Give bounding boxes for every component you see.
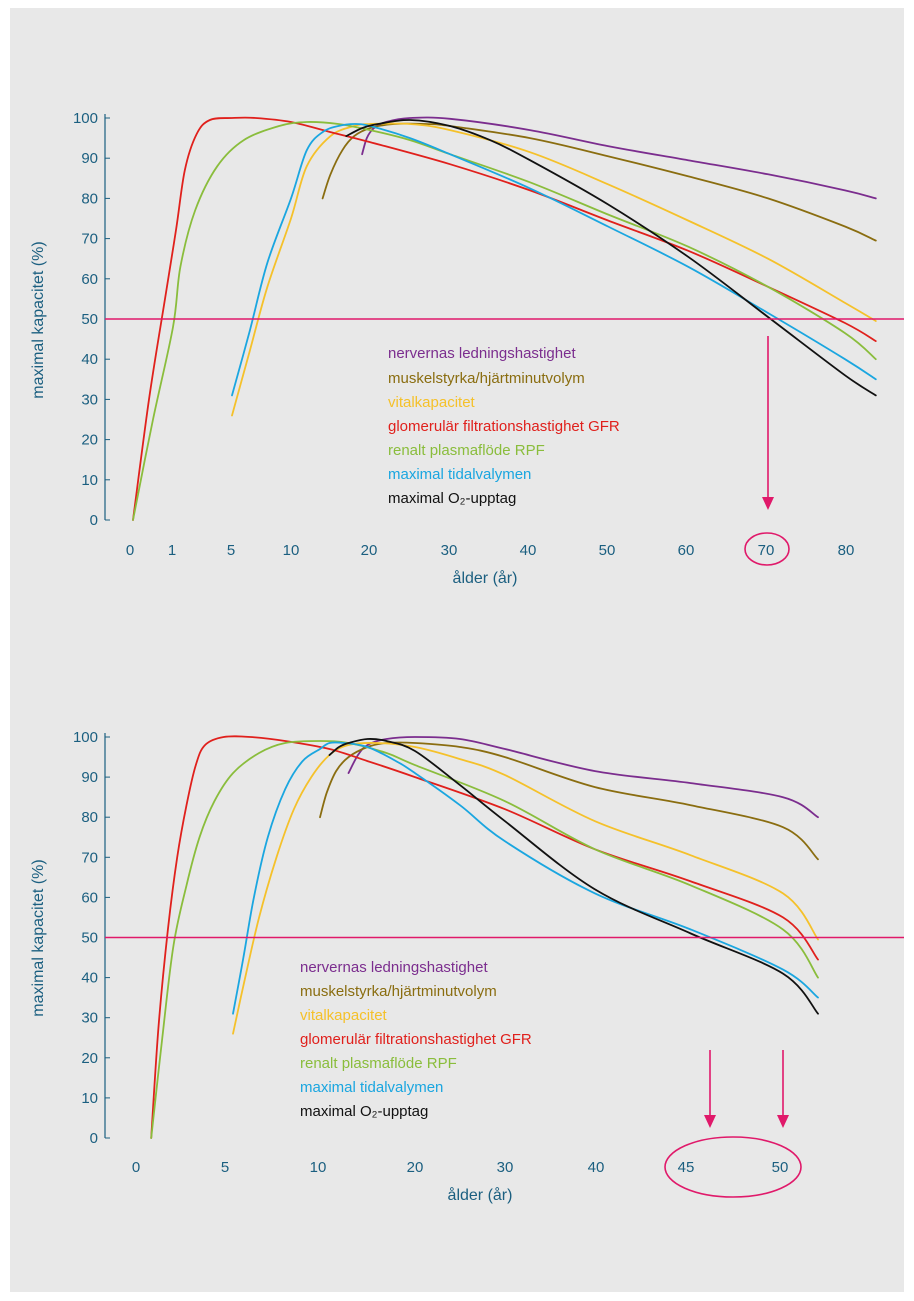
legend-gfr: glomerulär filtrationshastighet GFR bbox=[388, 418, 620, 435]
x-tick-label: 45 bbox=[678, 1159, 695, 1176]
legend-nervernas: nervernas ledningshastighet bbox=[388, 345, 576, 362]
x-tick-label: 5 bbox=[227, 542, 235, 559]
y-tick-label: 0 bbox=[90, 1130, 98, 1147]
legend-o2-upptag: maximal O₂-upptag bbox=[388, 490, 516, 507]
x-tick-label: 40 bbox=[520, 542, 537, 559]
x-tick-label: 20 bbox=[361, 542, 378, 559]
y-tick-label: 60 bbox=[81, 889, 98, 906]
legend-muskelstyrka: muskelstyrka/hjärtminutvolym bbox=[300, 983, 497, 1000]
chart-2-legend: nervernas ledningshastighet muskelstyrka… bbox=[300, 959, 532, 1120]
series-line bbox=[231, 123, 877, 397]
x-tick-label: 1 bbox=[168, 542, 176, 559]
y-tick-label: 60 bbox=[81, 271, 98, 288]
x-tick-label: 80 bbox=[838, 542, 855, 559]
series-line bbox=[231, 122, 877, 417]
x-tick-label: 30 bbox=[497, 1159, 514, 1176]
y-tick-label: 20 bbox=[81, 432, 98, 449]
x-tick-label: 50 bbox=[772, 1159, 789, 1176]
y-tick-label: 90 bbox=[81, 150, 98, 167]
y-tick-label: 100 bbox=[73, 729, 98, 746]
y-tick-label: 70 bbox=[81, 231, 98, 248]
y-tick-label: 80 bbox=[81, 809, 98, 826]
highlight-circle bbox=[744, 532, 790, 566]
arrow-head bbox=[762, 497, 774, 510]
legend-vitalkapacitet: vitalkapacitet bbox=[388, 394, 476, 411]
x-tick-label: 30 bbox=[441, 542, 458, 559]
legend-vitalkapacitet: vitalkapacitet bbox=[300, 1007, 388, 1024]
series-line bbox=[319, 741, 819, 861]
y-tick-label: 30 bbox=[81, 1010, 98, 1027]
chart-2-ylabel: maximal kapacitet (%) bbox=[30, 859, 47, 1016]
y-tick-label: 50 bbox=[81, 930, 98, 947]
series-line bbox=[150, 740, 819, 1139]
legend-tidalvalymen: maximal tidalvalymen bbox=[300, 1079, 443, 1096]
x-tick-label: 60 bbox=[678, 542, 695, 559]
chart-2-svg: maximal kapacitet (%) ålder (år) nervern… bbox=[30, 729, 904, 1204]
legend-tidalvalymen: maximal tidalvalymen bbox=[388, 466, 531, 483]
y-tick-label: 70 bbox=[81, 849, 98, 866]
arrow-head bbox=[777, 1115, 789, 1128]
chart-1-plot: 0 10 20 30 40 50 60 70 80 90 100 0 1 5 10 20 30 40 50 60 70 8… bbox=[73, 110, 904, 566]
series-line bbox=[347, 736, 819, 819]
y-tick-label: 80 bbox=[81, 190, 98, 207]
highlight-circle bbox=[664, 1136, 802, 1198]
x-tick-label: 5 bbox=[221, 1159, 229, 1176]
x-tick-label: 0 bbox=[132, 1159, 140, 1176]
y-tick-label: 40 bbox=[81, 970, 98, 987]
y-tick-label: 0 bbox=[90, 512, 98, 529]
series-line bbox=[361, 116, 877, 200]
y-tick-label: 10 bbox=[81, 472, 98, 489]
legend-rpf: renalt plasmaflöde RPF bbox=[388, 442, 545, 459]
x-tick-label: 0 bbox=[126, 542, 134, 559]
y-tick-label: 20 bbox=[81, 1050, 98, 1067]
series-line bbox=[328, 738, 819, 1015]
legend-muskelstyrka: muskelstyrka/hjärtminutvolym bbox=[388, 370, 585, 387]
figure-panel bbox=[10, 8, 904, 1292]
y-tick-label: 10 bbox=[81, 1090, 98, 1107]
chart-1-legend: nervernas ledningshastighet muskelstyrka… bbox=[388, 345, 620, 507]
y-tick-label: 50 bbox=[81, 311, 98, 328]
chart-2-xlabel: ålder (år) bbox=[448, 1186, 513, 1204]
legend-o2-upptag: maximal O₂-upptag bbox=[300, 1103, 428, 1120]
x-tick-label: 20 bbox=[407, 1159, 424, 1176]
y-tick-label: 30 bbox=[81, 391, 98, 408]
chart-1-ylabel: maximal kapacitet (%) bbox=[30, 241, 47, 398]
series-line bbox=[345, 119, 877, 397]
chart-1-xlabel: ålder (år) bbox=[453, 569, 518, 587]
x-tick-label: 50 bbox=[599, 542, 616, 559]
y-tick-label: 40 bbox=[81, 351, 98, 368]
y-tick-label: 100 bbox=[73, 110, 98, 127]
chart-2-plot: 0 10 20 30 40 50 60 70 80 90 100 0 5 10 20 30 40 45 50 bbox=[73, 729, 904, 1198]
chart-1-svg: maximal kapacitet (%) ålder (år) nervern… bbox=[30, 110, 904, 587]
x-tick-label: 40 bbox=[588, 1159, 605, 1176]
x-tick-label: 10 bbox=[310, 1159, 327, 1176]
x-tick-label: 70 bbox=[758, 542, 775, 559]
series-line bbox=[232, 742, 819, 1035]
x-tick-label: 10 bbox=[283, 542, 300, 559]
legend-rpf: renalt plasmaflöde RPF bbox=[300, 1055, 457, 1072]
y-tick-label: 90 bbox=[81, 769, 98, 786]
legend-gfr: glomerulär filtrationshastighet GFR bbox=[300, 1031, 532, 1048]
arrow-head bbox=[704, 1115, 716, 1128]
legend-nervernas: nervernas ledningshastighet bbox=[300, 959, 488, 976]
series-line bbox=[150, 735, 819, 1139]
